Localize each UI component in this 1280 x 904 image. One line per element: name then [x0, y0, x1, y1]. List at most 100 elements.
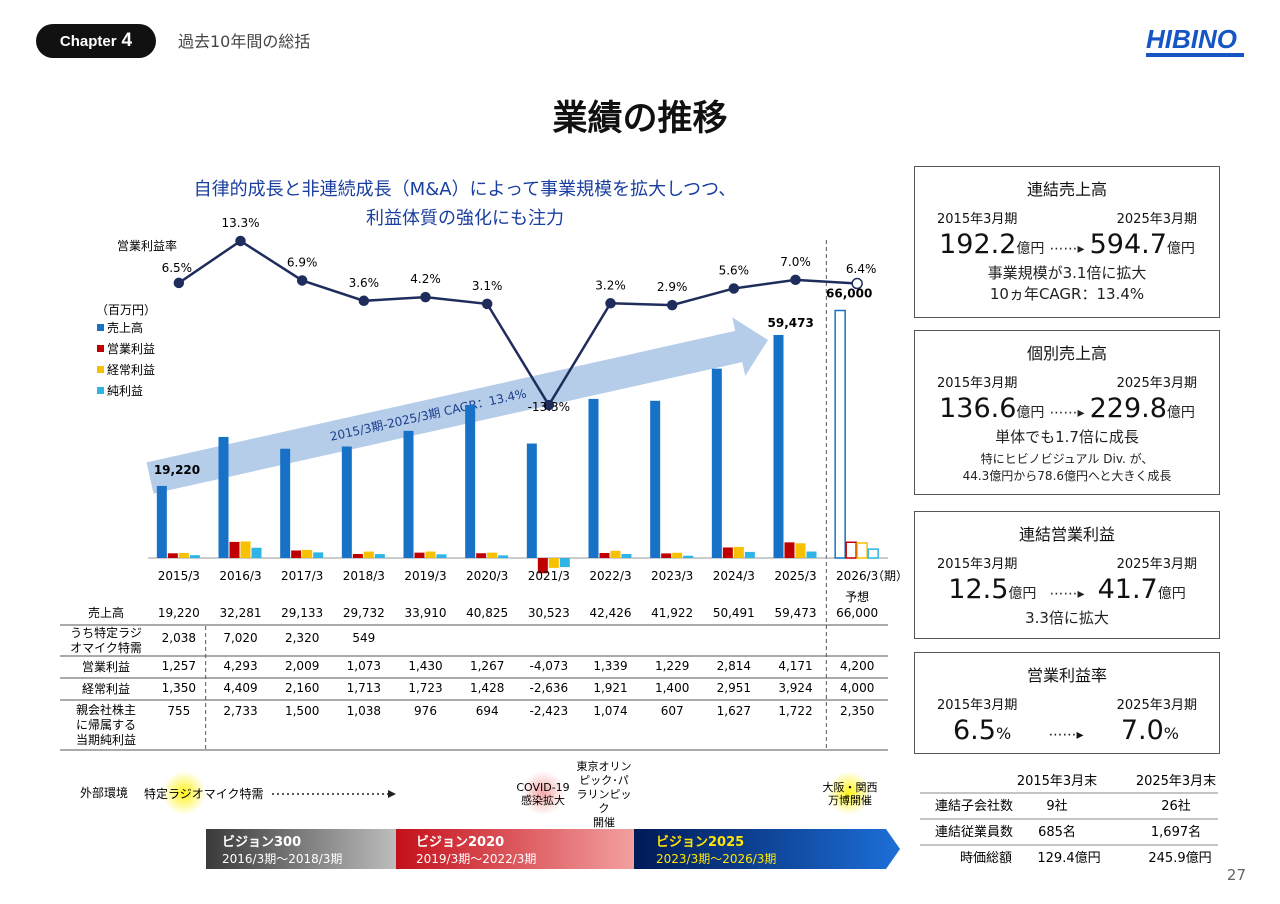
consolidated-sales-box: 連結売上高 2015年3月期 2025年3月期 192.2億円 ⋯⋯▸ 594.… [914, 166, 1220, 318]
arrow-icon: ⋯⋯▸ [1048, 727, 1084, 743]
vision-period: 2016/3期～2018/3期 [222, 852, 342, 866]
table-cell: 755 [167, 704, 190, 718]
bar-ordinary-profit [240, 541, 251, 558]
unit: 億円 [1157, 586, 1186, 602]
legend-swatch [97, 366, 104, 373]
from-value: 136.6 [939, 393, 1017, 424]
from-period: 2015年3月期 [937, 557, 1018, 572]
table-cell: 549 [352, 631, 375, 645]
table-row-label: 営業利益 [82, 660, 130, 674]
bar-operating-profit [476, 553, 487, 558]
x-tick-label: 2024/3 [713, 569, 755, 583]
x-tick-label: 2022/3 [589, 569, 631, 583]
subtitle-line-1: 自律的成長と非連続成長（M&A）によって事業規模を拡大しつつ、 [193, 179, 737, 200]
x-tick-label: 2021/3 [528, 569, 570, 583]
performance-chart: 2015/3期-2025/3期 CAGR：13.4% 6.5%13.3%6.9%… [60, 216, 905, 869]
to-value: 594.7 [1089, 229, 1167, 260]
table-cell: 32,281 [220, 606, 262, 620]
arrow-icon: ⋯⋯▸ [1049, 405, 1085, 421]
bar-operating-profit [537, 558, 548, 574]
bar-ordinary-profit [856, 542, 868, 559]
unit: % [1163, 724, 1179, 743]
table-cell: 1,073 [347, 659, 381, 673]
arrow-icon: ⋯⋯▸ [1049, 586, 1085, 602]
bar-operating-profit [845, 541, 857, 559]
highlight-glow [162, 771, 206, 815]
chapter-label: Chapter [59, 33, 117, 50]
op-margin-box: 営業利益率 2015年3月期 2025年3月期 6.5% ⋯⋯▸ 7.0% [914, 652, 1220, 754]
env-covid: COVID-19 [516, 781, 569, 794]
table-row-label: うち特定ラジ [70, 625, 142, 640]
table-cell: 1,713 [347, 681, 381, 695]
table-cell: 7,020 [223, 631, 257, 645]
to-value: 229.8 [1089, 393, 1167, 424]
table-cell: 1,722 [778, 704, 812, 718]
bar-label-last: 59,473 [768, 316, 814, 330]
bar-ordinary-profit [425, 551, 436, 558]
bar-net-profit [744, 551, 755, 558]
margin-point [543, 399, 555, 411]
subtitle-line-2: 利益体質の強化にも注力 [366, 208, 564, 229]
table-row-label: オマイク特需 [70, 640, 142, 655]
from-value: 192.2 [939, 229, 1017, 260]
highlight-glow [521, 771, 565, 815]
legend-swatch [97, 387, 104, 394]
table-cell: 1,257 [162, 659, 196, 673]
margin-point [481, 298, 493, 310]
table-cell: 1,627 [717, 704, 751, 718]
summary-table: 2015年3月末 2025年3月末 連結子会社数 9社 26社 連結従業員数 6… [920, 774, 1218, 866]
note: 44.3億円から78.6億円へと大きく成長 [962, 469, 1172, 483]
chapter-number: 4 [121, 30, 133, 51]
table-cell: 66,000 [836, 606, 878, 620]
x-tick-label: 2025/3 [774, 569, 816, 583]
to-period: 2025年3月期 [1116, 698, 1197, 713]
margin-label: 7.0% [780, 255, 811, 269]
page-title: 業績の推移 [552, 99, 728, 139]
bar-net-profit [621, 553, 632, 558]
table-row-label: に帰属する [76, 718, 136, 732]
subtitle: 自律的成長と非連続成長（M&A）によって事業規模を拡大しつつ、 利益体質の強化に… [90, 175, 840, 233]
margin-point [790, 274, 801, 286]
bar-net-profit [313, 552, 324, 558]
table-cell: 1,500 [285, 704, 319, 718]
unit: 億円 [1016, 405, 1045, 421]
to-value: 41.7 [1097, 574, 1158, 605]
table-cell: 976 [414, 704, 437, 718]
bar-sales [403, 430, 414, 558]
bar-net-profit [867, 548, 879, 559]
bar-sales [773, 334, 784, 558]
bar-net-profit [189, 555, 200, 558]
summary-cell: 129.4億円 [1037, 850, 1100, 866]
summary-cell: 685名 [1038, 824, 1076, 840]
bar-net-profit [806, 551, 817, 558]
unit: % [995, 724, 1012, 743]
table-cell: 33,910 [405, 606, 447, 620]
table-row-label: 経常利益 [82, 682, 130, 696]
x-unit-label: （期） [872, 569, 905, 583]
env-olympics: ク [599, 802, 610, 815]
bar-sales [156, 485, 167, 558]
margin-point [728, 283, 740, 294]
env-olympics: 開催 [593, 815, 615, 829]
table-cell: 29,133 [281, 606, 323, 620]
margin-label: 5.6% [719, 263, 750, 277]
bar-sales [834, 309, 846, 559]
unit-label: （百万円） [96, 303, 156, 317]
bar-operating-profit [661, 553, 672, 558]
bar-sales [341, 446, 352, 558]
chapter-title: 過去10年間の総括 [178, 32, 311, 51]
bar-net-profit [498, 555, 509, 558]
bar-label-first: 19,220 [154, 463, 200, 477]
table-cell: 607 [661, 704, 684, 718]
table-cell: 29,732 [343, 606, 385, 620]
summary-cell: 245.9億円 [1148, 850, 1211, 866]
unit: 億円 [1008, 586, 1037, 602]
table-cell: 4,409 [223, 681, 257, 695]
table-cell: 1,723 [408, 681, 442, 695]
table-cell: 42,426 [590, 606, 632, 620]
table-cell: 1,428 [470, 681, 504, 695]
bar-ordinary-profit [363, 551, 374, 558]
margin-point [235, 235, 246, 247]
bar-sales [280, 448, 291, 558]
table-cell: 2,814 [717, 659, 751, 673]
